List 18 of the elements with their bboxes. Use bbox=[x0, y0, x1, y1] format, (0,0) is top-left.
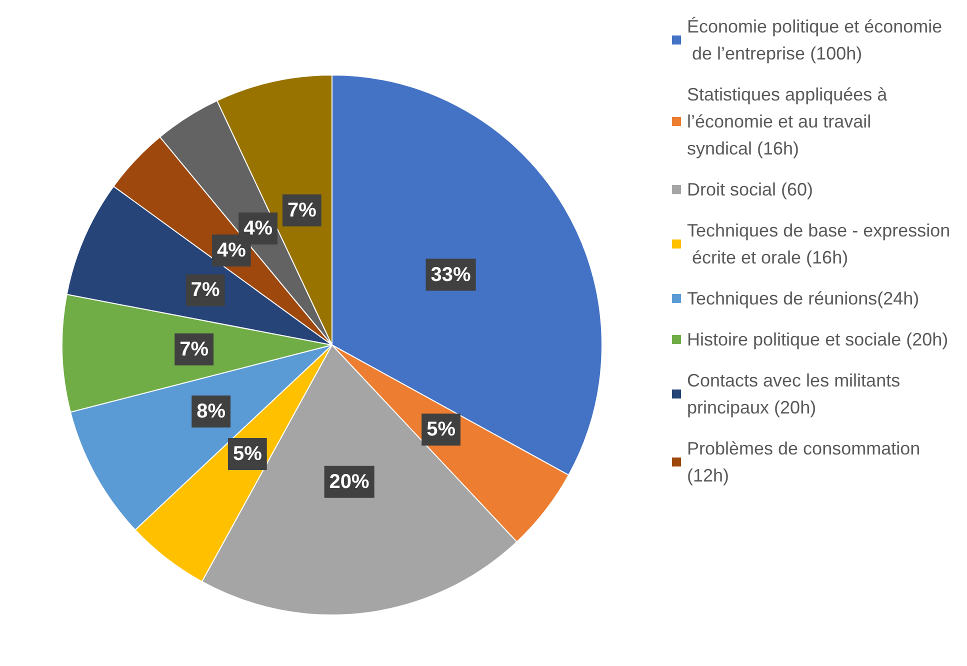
data-label: 7% bbox=[180, 338, 209, 360]
legend-label: Contacts avec les militants principaux (20h) bbox=[687, 370, 906, 418]
data-label: 7% bbox=[190, 279, 220, 302]
data-label: 20% bbox=[329, 470, 370, 493]
data-label: 8% bbox=[196, 400, 226, 422]
data-label: 4% bbox=[244, 217, 273, 240]
data-label: 33% bbox=[430, 264, 472, 286]
legend-label: Techniques de base - expression écrite et orale (16h) bbox=[687, 220, 950, 268]
legend-label: Droit social (60) bbox=[687, 180, 814, 200]
data-label: 7% bbox=[287, 199, 317, 222]
legend-label: Statistiques appliquées à l’économie et au travail syndical (16h) bbox=[687, 84, 892, 158]
data-label: 5% bbox=[426, 418, 456, 441]
legend-label: Techniques de réunions(24h) bbox=[687, 288, 920, 308]
legend-label: Économie politique et économie de l’entreprise (100h) bbox=[687, 16, 942, 64]
data-label: 5% bbox=[232, 443, 262, 466]
data-label: 4% bbox=[216, 240, 246, 262]
legend-label: Problèmes de consommation (12h) bbox=[687, 438, 926, 486]
legend-label: Histoire politique et sociale (20h) bbox=[687, 330, 948, 350]
